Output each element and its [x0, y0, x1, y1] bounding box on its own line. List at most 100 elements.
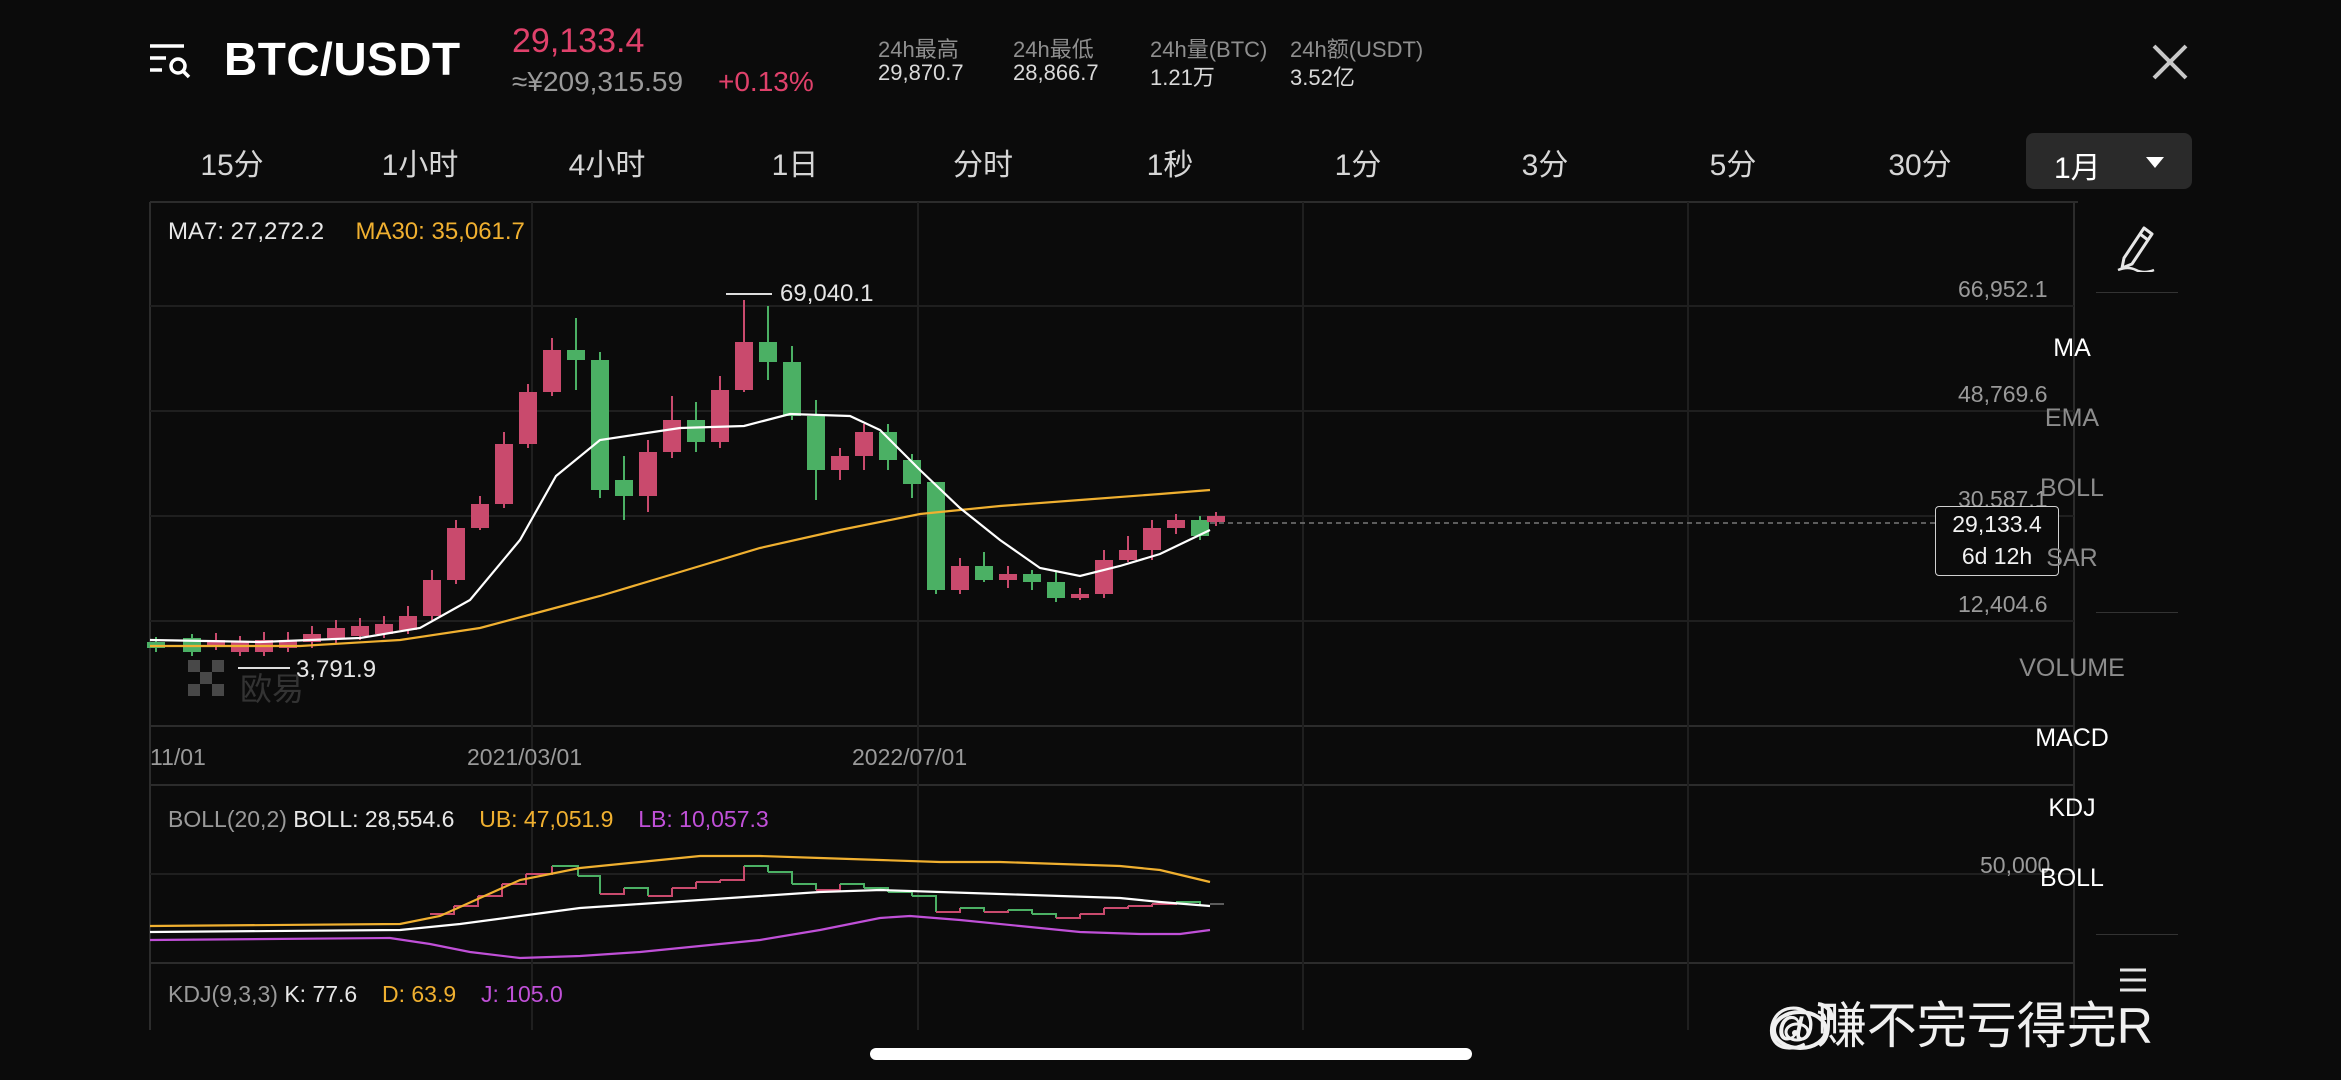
- candle-body: [711, 390, 729, 442]
- chevron-down-icon: [2146, 157, 2164, 168]
- ma7-line: [149, 412, 1211, 644]
- boll-legend: BOLL(20,2) BOLL: 28,554.6 UB: 47,051.9 L…: [168, 806, 769, 833]
- boll-panel-bar: [744, 865, 769, 872]
- candle-body: [1207, 516, 1225, 522]
- pen-icon[interactable]: [2114, 222, 2158, 272]
- candle-body: [807, 416, 825, 470]
- candle-body: [471, 504, 489, 528]
- tab-3min[interactable]: 3分: [1521, 149, 1569, 182]
- candle-body: [903, 460, 921, 484]
- candle-body: [1143, 528, 1161, 550]
- boll-panel-bars: [430, 865, 1201, 919]
- candle-body: [975, 566, 993, 580]
- kdj-legend-j: J: 105.0: [480, 981, 563, 1007]
- boll-panel-bar: [1128, 904, 1153, 907]
- close-icon[interactable]: [2148, 40, 2192, 84]
- stat-volume-label: 24h量(BTC): [1150, 37, 1268, 62]
- stat-low-value: 28,866.7: [1013, 60, 1099, 85]
- candle-body: [615, 480, 633, 496]
- candle-body: [1023, 574, 1041, 582]
- cny-price: ≈¥209,315.59: [512, 66, 684, 97]
- candle-body: [687, 420, 705, 442]
- boll-panel-bar: [792, 883, 817, 890]
- stat-amount-label: 24h额(USDT): [1290, 37, 1424, 62]
- boll-legend-prefix: BOLL(20,2): [168, 806, 287, 832]
- boll-upper-band: [149, 854, 1211, 928]
- layers-icon[interactable]: [2116, 966, 2150, 996]
- kdj-legend-prefix: KDJ(9,3,3): [168, 981, 278, 1007]
- boll-panel-bar: [672, 882, 697, 889]
- candle-body: [783, 362, 801, 416]
- candle-body: [1095, 560, 1113, 594]
- boll-panel-bar: [578, 875, 601, 894]
- candle-body: [1119, 550, 1137, 560]
- tab-1d[interactable]: 1日: [771, 149, 819, 182]
- stat-low-label: 24h最低: [1013, 37, 1094, 62]
- candle-body: [423, 580, 441, 616]
- kdj-legend: KDJ(9,3,3) K: 77.6 D: 63.9 J: 105.0: [168, 981, 563, 1008]
- boll-legend-ub: UB: 47,051.9: [479, 806, 614, 832]
- tab-30min[interactable]: 30分: [1888, 149, 1952, 182]
- indicator-boll-sub[interactable]: BOLL: [2040, 864, 2104, 892]
- candle-body: [1047, 582, 1065, 598]
- tab-4h[interactable]: 4小时: [568, 149, 646, 182]
- boll-panel-bar: [960, 907, 985, 912]
- candle-body: [999, 574, 1017, 580]
- change-percent: +0.13%: [718, 66, 814, 97]
- last-price: 29,133.4: [512, 22, 645, 60]
- exchange-logo-text: 欧易: [240, 671, 305, 707]
- tab-timeline[interactable]: 分时: [953, 149, 1013, 182]
- candle-body: [855, 432, 873, 456]
- candlestick-series: [147, 300, 1225, 656]
- candle-body: [351, 626, 369, 636]
- x-tick-1: 11/01: [150, 744, 206, 770]
- indicator-sar[interactable]: SAR: [2046, 544, 2098, 572]
- candle-body: [303, 634, 321, 642]
- ma30-legend: MA30: 35,061.7: [355, 218, 525, 245]
- candle-body: [735, 342, 753, 390]
- candle-countdown: 6d 12h: [1961, 543, 2033, 569]
- indicator-macd[interactable]: MACD: [2035, 724, 2109, 752]
- indicator-ema[interactable]: EMA: [2044, 404, 2100, 432]
- interval-dropdown-1M[interactable]: 1月: [2026, 133, 2192, 189]
- indicator-kdj[interactable]: KDJ: [2048, 794, 2096, 822]
- menu-search-icon[interactable]: [148, 42, 192, 80]
- low-price-label: 3,791.9: [296, 656, 377, 683]
- tab-1s[interactable]: 1秒: [1146, 149, 1194, 182]
- indicator-boll-main[interactable]: BOLL: [2040, 474, 2104, 502]
- boll-panel-bar: [888, 891, 913, 896]
- tab-15m[interactable]: 15分: [200, 149, 264, 182]
- boll-lower-band: [149, 914, 1211, 960]
- boll-panel-bar: [1032, 913, 1057, 918]
- candle-body: [327, 628, 345, 638]
- tab-5min[interactable]: 5分: [1709, 149, 1757, 182]
- weibo-icon: [1772, 1002, 1834, 1050]
- candle-body: [447, 528, 465, 580]
- candle-body: [567, 350, 585, 360]
- home-indicator[interactable]: [870, 1048, 1472, 1060]
- exchange-logo: [188, 660, 224, 696]
- candle-body: [207, 640, 225, 646]
- boll-panel-bar: [600, 888, 625, 895]
- pair-title[interactable]: BTC/USDT: [224, 33, 461, 85]
- indicator-ma[interactable]: MA: [2053, 334, 2091, 362]
- candle-body: [879, 432, 897, 460]
- candle-body: [759, 342, 777, 362]
- candle-body: [1167, 520, 1185, 528]
- stat-amount-value: 3.52亿: [1290, 65, 1355, 90]
- boll-panel-bar: [816, 884, 841, 891]
- boll-panel-bar: [552, 865, 579, 876]
- tab-1h[interactable]: 1小时: [381, 149, 459, 182]
- current-price-tag: 29,133.4 6d 12h: [1935, 506, 2059, 576]
- candle-body: [519, 392, 537, 444]
- boll-panel-bar: [430, 906, 455, 915]
- indicator-volume[interactable]: VOLUME: [2019, 654, 2125, 682]
- tab-1min[interactable]: 1分: [1334, 149, 1382, 182]
- boll-y-tick: 50,000: [1980, 852, 2051, 878]
- boll-panel-bar: [1080, 908, 1105, 915]
- candle-body: [639, 452, 657, 496]
- y-tick-2: 48,769.6: [1958, 381, 2048, 407]
- boll-panel-bar: [696, 880, 721, 883]
- side-divider: [2096, 934, 2178, 935]
